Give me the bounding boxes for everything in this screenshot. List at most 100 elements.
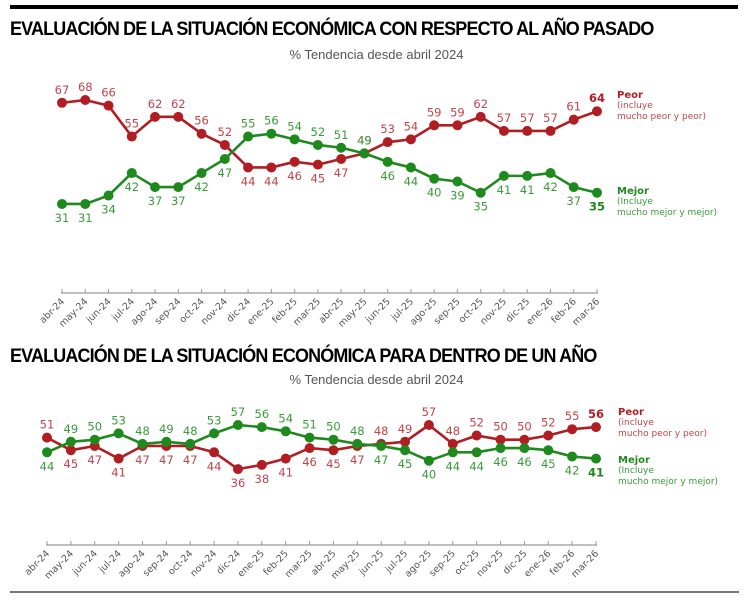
data-label-mejor: 53: [111, 413, 126, 427]
data-point-mejor: [423, 455, 434, 466]
data-label-mejor: 49: [159, 422, 174, 436]
legend-peor-name: Peor: [617, 90, 643, 101]
data-label-mejor: 34: [101, 203, 116, 217]
data-point-peor: [498, 125, 509, 136]
data-point-mejor: [161, 436, 172, 447]
data-point-peor: [196, 128, 207, 139]
data-point-peor: [113, 453, 124, 464]
data-label-peor: 45: [311, 172, 326, 186]
data-point-mejor: [80, 198, 91, 209]
data-point-peor: [57, 97, 67, 108]
x-tick-label: nov-24: [188, 548, 219, 579]
data-point-peor: [42, 432, 52, 443]
data-label-mejor: 35: [589, 200, 605, 214]
data-point-peor: [80, 95, 91, 105]
data-label-mejor: 56: [255, 407, 270, 421]
data-point-mejor: [65, 436, 76, 447]
x-tick-label: nov-25: [475, 548, 506, 579]
data-point-peor: [256, 459, 267, 470]
chart1-legend-mejor: Mejor (Incluye mucho mejor y mejor): [617, 186, 717, 219]
legend-mejor-line1: (Incluye: [617, 197, 653, 207]
legend-peor-line1: (incluye: [617, 101, 653, 111]
data-label-peor: 41: [278, 466, 293, 480]
data-label-peor: 47: [183, 453, 198, 467]
legend-peor-line2: mucho peor y peor): [618, 429, 707, 439]
data-point-peor: [312, 159, 323, 170]
data-point-mejor: [522, 170, 533, 181]
data-point-peor: [452, 120, 463, 131]
data-label-peor: 47: [350, 453, 365, 467]
data-label-mejor: 54: [278, 411, 293, 425]
data-label-mejor: 47: [218, 166, 233, 180]
chart1-subtitle: % Tendencia desde abril 2024: [289, 47, 464, 62]
data-label-peor: 49: [398, 422, 413, 436]
chart2-subtitle: % Tendencia desde abril 2024: [289, 372, 464, 387]
legend-peor-name: Peor: [618, 407, 644, 418]
data-point-mejor: [475, 187, 486, 198]
x-tick-label: jun-24: [70, 548, 100, 578]
data-point-mejor: [137, 438, 148, 449]
legend-mejor-name: Mejor: [617, 186, 649, 197]
data-point-peor: [545, 125, 556, 136]
data-point-mejor: [103, 190, 114, 201]
data-label-mejor: 46: [380, 169, 395, 183]
data-point-mejor: [592, 187, 602, 198]
data-label-mejor: 46: [517, 455, 532, 469]
data-point-mejor: [280, 426, 291, 437]
data-label-peor: 53: [380, 122, 395, 136]
data-point-mejor: [113, 428, 124, 439]
legend-mejor-line2: mucho mejor y mejor): [618, 477, 719, 487]
chart2-legend-mejor: Mejor (Incluye mucho mejor y mejor): [618, 455, 718, 488]
data-label-peor: 47: [334, 166, 349, 180]
data-point-peor: [304, 443, 315, 454]
data-label-peor: 67: [55, 83, 70, 97]
data-label-mejor: 49: [357, 133, 372, 147]
data-point-peor: [495, 434, 506, 445]
x-tick-label: ago-25: [403, 548, 434, 579]
x-tick-label: ene-26: [522, 548, 553, 579]
data-point-mejor: [243, 131, 254, 142]
data-label-peor: 62: [473, 97, 488, 111]
data-point-mejor: [382, 156, 393, 167]
data-point-peor: [150, 111, 161, 122]
data-label-peor: 49: [357, 133, 372, 147]
data-point-mejor: [429, 173, 440, 184]
data-label-mejor: 46: [493, 455, 508, 469]
data-point-mejor: [359, 148, 370, 159]
data-point-mejor: [196, 168, 207, 179]
data-point-peor: [423, 420, 434, 430]
data-point-peor: [232, 464, 243, 475]
data-label-peor: 52: [469, 416, 484, 430]
data-label-mejor: 51: [334, 128, 349, 142]
data-point-mejor: [209, 428, 220, 439]
x-tick-label: sep-25: [427, 548, 458, 579]
data-point-peor: [219, 139, 230, 150]
data-label-mejor: 37: [148, 194, 163, 208]
data-label-peor: 57: [543, 111, 558, 125]
data-point-mejor: [256, 422, 267, 433]
data-point-peor: [471, 430, 482, 441]
data-label-peor: 59: [450, 105, 465, 119]
data-label-peor: 44: [241, 174, 256, 188]
bottom-rule: [10, 591, 739, 593]
data-point-mejor: [185, 438, 196, 449]
data-label-mejor: 49: [64, 422, 79, 436]
data-point-peor: [266, 162, 277, 173]
data-label-mejor: 55: [241, 117, 256, 131]
data-point-mejor: [405, 162, 416, 173]
data-label-mejor: 40: [422, 468, 437, 482]
data-label-mejor: 48: [350, 424, 365, 438]
data-label-peor: 50: [517, 420, 532, 434]
legend-peor-line2: mucho peor y peor): [617, 112, 706, 122]
x-tick-label: ago-24: [116, 548, 147, 579]
data-label-mejor: 44: [404, 174, 419, 188]
data-label-peor: 52: [541, 416, 556, 430]
data-label-mejor: 47: [374, 453, 389, 467]
data-point-mejor: [352, 438, 363, 449]
data-point-mejor: [400, 445, 411, 456]
data-point-peor: [592, 106, 602, 117]
data-label-peor: 45: [64, 457, 79, 471]
data-label-mejor: 48: [183, 424, 198, 438]
data-point-peor: [447, 438, 458, 449]
